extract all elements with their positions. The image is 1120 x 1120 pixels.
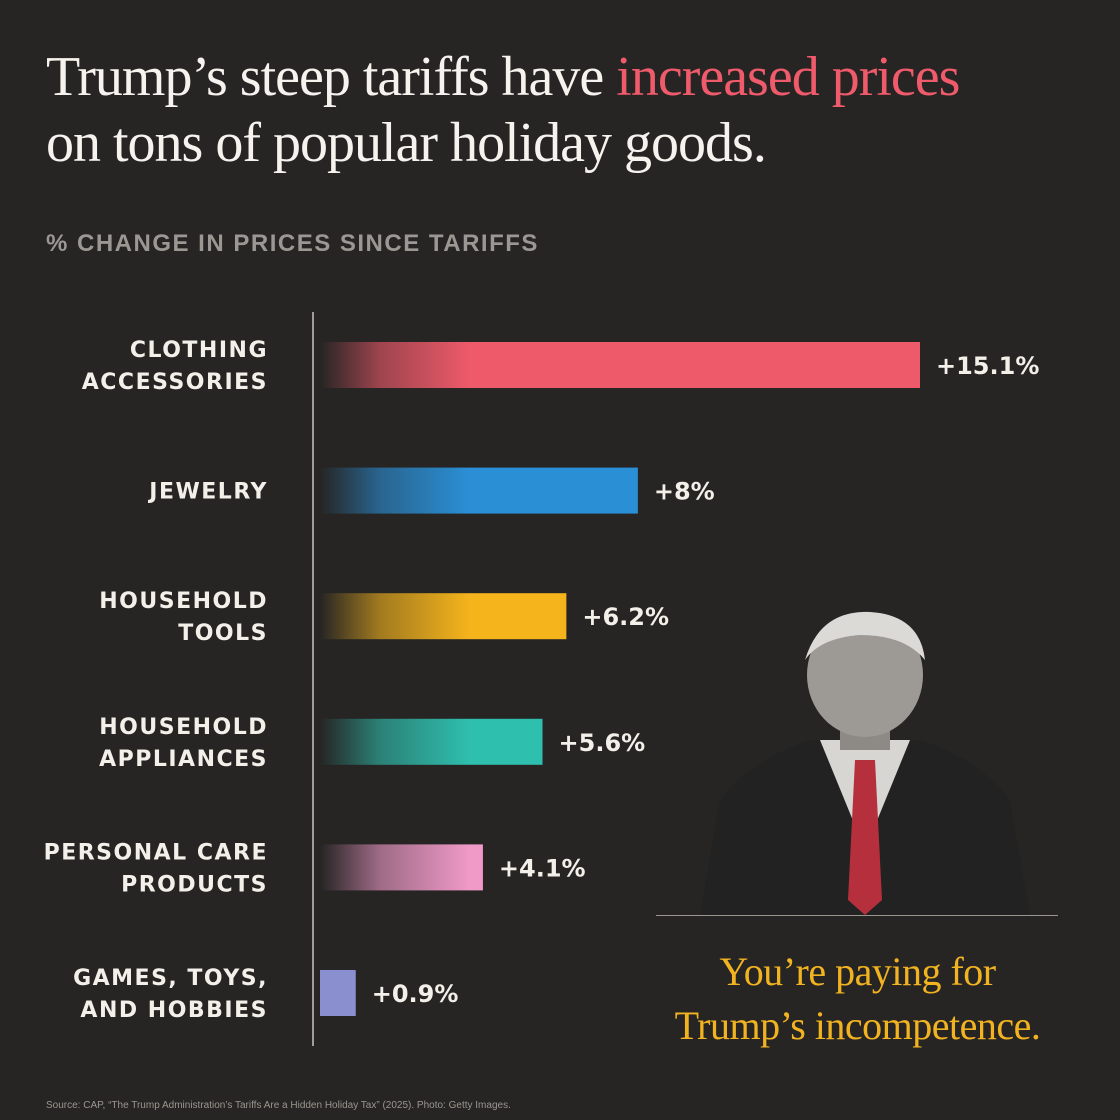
data-label: +0.9% xyxy=(372,980,459,1008)
data-label: +8% xyxy=(654,478,715,506)
category-label: HOUSEHOLD xyxy=(99,715,268,740)
caption-line2: Trump’s incompetence. xyxy=(674,1003,1041,1048)
headline: Trump’s steep tariffs have increased pri… xyxy=(46,44,960,176)
bar xyxy=(320,970,356,1016)
category-label: ACCESSORIES xyxy=(82,370,268,395)
category-label: AND HOBBIES xyxy=(80,998,268,1023)
category-label: PERSONAL CARE xyxy=(44,840,268,865)
data-label: +4.1% xyxy=(499,854,586,882)
headline-part2: on tons of popular holiday goods. xyxy=(46,112,767,174)
category-label: TOOLS xyxy=(178,621,268,646)
category-label: CLOTHING xyxy=(130,338,268,363)
source-note: Source: CAP, “The Trump Administration’s… xyxy=(46,1100,511,1111)
bar xyxy=(320,342,920,388)
category-label: GAMES, TOYS, xyxy=(73,966,268,991)
caption: You’re paying for Trump’s incompetence. xyxy=(620,945,1095,1053)
caption-line1: You’re paying for xyxy=(719,949,996,994)
headline-part1: Trump’s steep tariffs have xyxy=(46,46,617,108)
category-label: JEWELRY xyxy=(147,480,268,505)
bar xyxy=(320,718,543,765)
trump-portrait-photo xyxy=(700,611,1030,915)
data-label: +15.1% xyxy=(936,352,1039,380)
divider xyxy=(656,915,1058,916)
bar xyxy=(320,467,638,514)
bar xyxy=(320,844,483,891)
headline-highlight: increased prices xyxy=(616,46,960,108)
data-label: +6.2% xyxy=(582,603,669,631)
data-label: +5.6% xyxy=(559,729,646,757)
category-label: HOUSEHOLD xyxy=(99,589,268,614)
category-label: APPLIANCES xyxy=(99,747,268,772)
category-label: PRODUCTS xyxy=(121,872,268,897)
bar xyxy=(320,593,567,640)
chart-title: % CHANGE IN PRICES SINCE TARIFFS xyxy=(46,230,539,257)
